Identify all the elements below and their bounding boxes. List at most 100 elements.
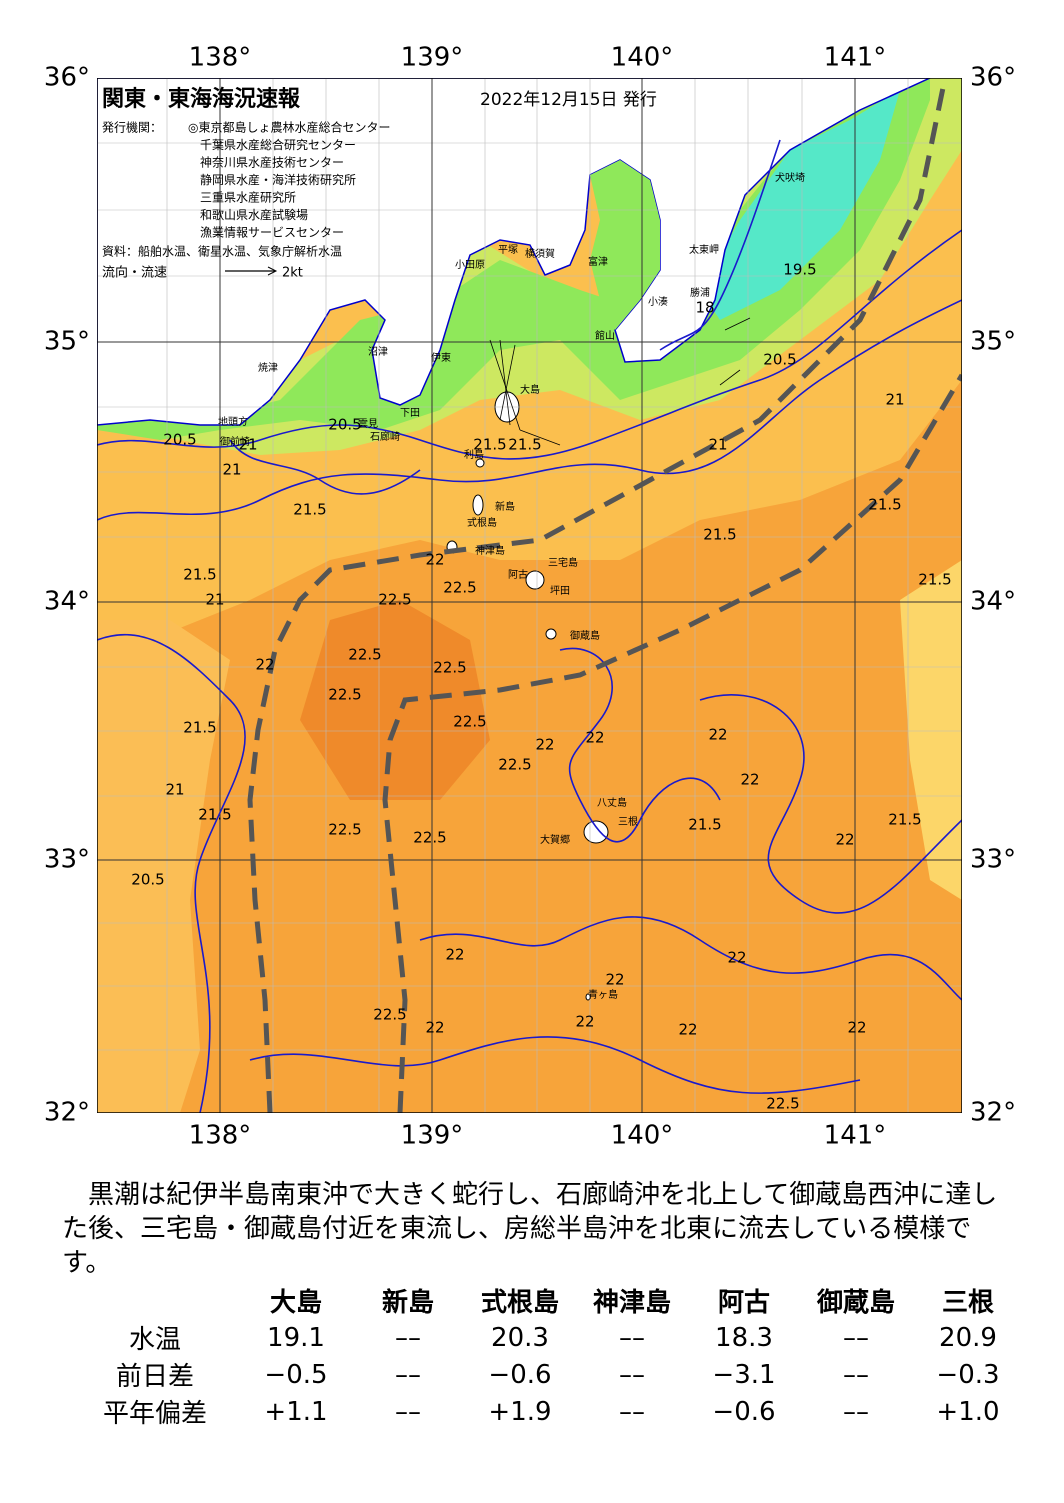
place-name: 雲見: [358, 418, 378, 430]
place-name: 御蔵島: [570, 629, 600, 642]
isotherm-label: 22.5: [766, 1095, 799, 1113]
isotherm-label: 22.5: [328, 821, 361, 839]
table-cell: ––: [843, 1322, 869, 1353]
place-name: 犬吠埼: [775, 171, 805, 184]
sst-table: 大島 新島 式根島 神津島 阿古 御蔵島 三根 水温 19.1 –– 20.3 –– 18.3 –– 20.…: [70, 1282, 1024, 1430]
land: [97, 78, 931, 426]
table-cell: 前日差: [115, 1362, 194, 1392]
data-source: 資料：船舶水温、衛星水温、気象庁解析水温: [102, 244, 342, 259]
table-cell: ––: [395, 1396, 421, 1427]
isotherm-label: 22.5: [348, 646, 381, 664]
isotherm-label: 22: [445, 946, 464, 964]
column-header: 新島: [381, 1288, 434, 1318]
coastal-band: [97, 78, 930, 440]
isotherm-label: 22.5: [498, 756, 531, 774]
isotherm-label: 22: [605, 971, 624, 989]
isotherm-label: 22: [740, 771, 759, 789]
place-name: 石廊崎: [370, 430, 400, 443]
lon-label: 139°: [401, 43, 464, 73]
fine-grid: [97, 78, 962, 1113]
isotherm-label: 22: [847, 1019, 866, 1037]
place-name: 新島: [495, 500, 515, 513]
isotherm-label: 22: [535, 736, 554, 754]
isotherm-label: 20.5: [131, 871, 164, 889]
island: [545, 628, 557, 640]
isotherm-label: 19.5: [783, 261, 816, 279]
lat-label: 34°: [970, 587, 1016, 617]
column-header: 御蔵島: [816, 1288, 895, 1318]
isotherm-label: 21.5: [198, 806, 231, 824]
column-header: 神津島: [592, 1288, 671, 1318]
isotherm-label: 22: [425, 551, 444, 569]
isotherm-label: 21.5: [508, 436, 541, 454]
legend-arrowhead: [267, 266, 278, 276]
place-name: 勝浦: [690, 286, 710, 299]
table-cell: ––: [619, 1322, 645, 1353]
isotherm-label: 21.5: [888, 811, 921, 829]
place-name: 小湊: [648, 295, 668, 308]
isotherm-label: 22: [575, 1013, 594, 1031]
summary: 黒潮は紀伊半島南東沖で大きく蛇行し、石廊崎沖を北上して御蔵島西沖に達した後、三宅…: [62, 1180, 998, 1278]
grid: [97, 78, 962, 1113]
isotherms: [97, 139, 962, 1113]
isotherm-label: 22: [425, 1019, 444, 1037]
place-name: 式根島: [467, 516, 497, 529]
isotherm-label: 21.5: [703, 526, 736, 544]
isotherm-label: 22.5: [378, 591, 411, 609]
place-name: 御前崎: [220, 435, 250, 448]
table-row: 前日差 −0.5 –– −0.6 –– −3.1 –– −0.3: [70, 1356, 1024, 1393]
cold-water: [700, 90, 900, 320]
isotherm-label: 21: [165, 781, 184, 799]
place-name: 坪田: [550, 584, 570, 597]
isotherm-label: 21.5: [183, 719, 216, 737]
warm-core: [300, 600, 490, 800]
place-name: 焼津: [258, 362, 278, 374]
isotherm-label: 21.5: [183, 566, 216, 584]
table-cell: ––: [619, 1396, 645, 1427]
lat-label: 34°: [44, 587, 90, 617]
table-cell: 19.1: [267, 1322, 325, 1353]
island: [583, 820, 609, 844]
lat-label: 33°: [970, 845, 1016, 875]
isotherm-label: 22.5: [373, 1006, 406, 1024]
column-header: 阿古: [717, 1288, 770, 1318]
lon-label: 140°: [611, 43, 674, 73]
isotherm-label: 21: [205, 591, 224, 609]
table-cell: −0.5: [264, 1359, 328, 1390]
table-cell: −0.6: [488, 1359, 552, 1390]
isotherm-label: 22.5: [453, 713, 486, 731]
lat-label: 32°: [44, 1098, 90, 1128]
place-name: 富津: [588, 255, 608, 268]
place-name: 館山: [595, 329, 615, 342]
isotherm-label: 21.5: [293, 501, 326, 519]
isotherm-label: 22.5: [433, 659, 466, 677]
lat-label: 35°: [970, 327, 1016, 357]
isotherm-label: 21.5: [918, 571, 951, 589]
isotherm-label: 21.5: [688, 816, 721, 834]
kuroshio-axis: [382, 373, 962, 1113]
table-cell: ––: [619, 1359, 645, 1390]
issuer: 神奈川県水産技術センター: [200, 155, 344, 170]
issuer: ◎東京都島しょ農林水産総合センター: [188, 120, 390, 135]
table-cell: ––: [395, 1359, 421, 1390]
isotherm-label: 21.5: [868, 496, 901, 514]
isotherm-label: 21: [238, 436, 257, 454]
table-cell: ––: [843, 1359, 869, 1390]
lon-label: 141°: [824, 1121, 887, 1151]
island: [525, 570, 545, 590]
issuer: 静岡県水産・海洋技術研究所: [200, 172, 356, 187]
place-name: 下田: [400, 408, 420, 419]
isotherm-label: 21: [708, 436, 727, 454]
cool-band: [900, 560, 962, 900]
lat-label: 36°: [970, 63, 1016, 93]
table-cell: ––: [395, 1322, 421, 1353]
isotherm-label: 20.5: [163, 431, 196, 449]
isotherm-label: 20.5: [763, 351, 796, 369]
table-cell: +1.1: [264, 1396, 328, 1427]
column-header: 大島: [269, 1288, 322, 1318]
issuer: 三重県水産研究所: [200, 190, 296, 205]
isotherm-label: 22: [678, 1021, 697, 1039]
isotherm-label: 22.5: [328, 686, 361, 704]
issuer: 和歌山県水産試験場: [200, 207, 308, 222]
